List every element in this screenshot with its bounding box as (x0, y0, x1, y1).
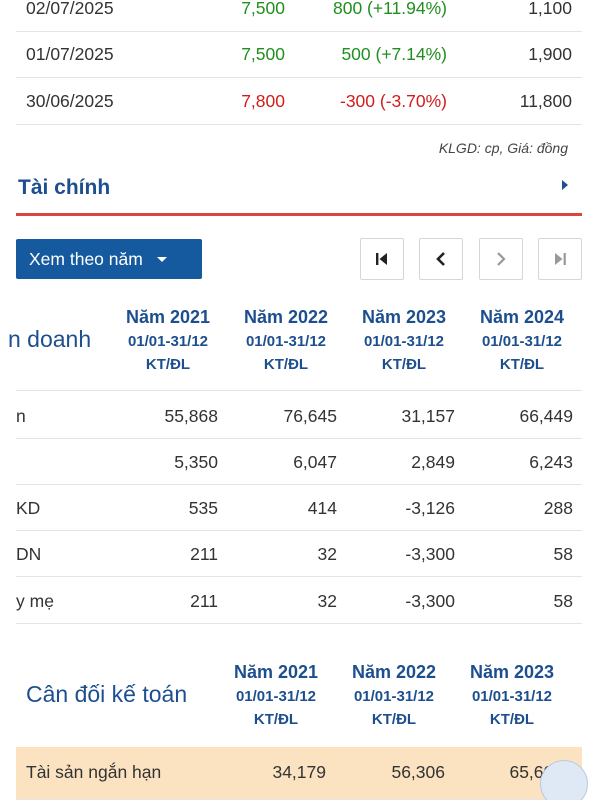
next-page-button[interactable] (479, 238, 523, 280)
close-price: 7,800 (241, 91, 285, 111)
column-period: 01/01-31/12 (235, 688, 317, 705)
table-cell: 32 (317, 544, 337, 564)
column-period: 01/01-31/12 (353, 688, 435, 705)
column-audit: KT/ĐL (371, 711, 417, 728)
close-price: 7,500 (241, 44, 285, 64)
table-cell: 211 (190, 544, 218, 564)
chevron-right-icon (497, 252, 506, 266)
trade-date: 02/07/2025 (26, 0, 114, 18)
table-cell: 6,243 (529, 452, 573, 472)
row-label: y mẹ (16, 591, 54, 611)
price-history-row: 02/07/2025 7,500 800 (+11.94%) 1,100 (16, 0, 582, 32)
column-audit: KT/ĐL (489, 711, 535, 728)
column-year: Năm 2023 (469, 662, 555, 682)
column-year: Năm 2024 (479, 307, 565, 327)
caret-down-icon (156, 256, 167, 262)
chevron-left-icon (436, 252, 445, 266)
column-audit: KT/ĐL (381, 356, 427, 373)
table-cell: -3,300 (405, 591, 455, 611)
first-page-button[interactable] (360, 238, 404, 280)
column-year: Năm 2022 (243, 307, 329, 327)
row-label: DN (16, 544, 42, 564)
last-page-icon (555, 253, 566, 265)
first-page-icon (376, 253, 387, 265)
finance-section-title[interactable]: Tài chính (18, 176, 111, 199)
last-page-button[interactable] (538, 238, 582, 280)
row-label: Tài sản ngắn hạn (26, 762, 162, 782)
table-divider (16, 390, 582, 391)
price-history-row: 30/06/2025 7,800 -300 (-3.70%) 11,800 (16, 79, 582, 125)
table-cell: -3,300 (405, 544, 455, 564)
trade-volume: 11,800 (519, 91, 572, 111)
table-cell: 55,868 (164, 406, 218, 426)
close-price: 7,500 (241, 0, 285, 18)
table-cell: 6,047 (293, 452, 337, 472)
table-row: y mẹ 211 32 -3,300 58 (16, 578, 582, 624)
column-year: Năm 2021 (233, 662, 319, 682)
table-cell: 58 (553, 544, 573, 564)
view-by-year-dropdown[interactable]: Xem theo năm (16, 239, 202, 279)
table-cell: 535 (188, 498, 218, 518)
table-cell: 414 (307, 498, 337, 518)
table-cell: 31,157 (401, 406, 455, 426)
year-column-header: Năm 2022 01/01-31/12 KT/ĐL (227, 307, 345, 373)
income-table-title: n doanh (8, 326, 92, 352)
chevron-right-icon[interactable] (562, 180, 568, 190)
column-audit: KT/ĐL (253, 711, 299, 728)
year-column-header: Năm 2023 01/01-31/12 KT/ĐL (345, 307, 463, 373)
row-label: KD (16, 498, 41, 518)
table-cell: 76,645 (283, 406, 337, 426)
year-column-header: Năm 2023 01/01-31/12 KT/ĐL (453, 662, 571, 728)
column-period: 01/01-31/12 (245, 333, 327, 350)
table-cell: 66,449 (519, 406, 573, 426)
column-audit: KT/ĐL (263, 356, 309, 373)
column-period: 01/01-31/12 (363, 333, 445, 350)
column-period: 01/01-31/12 (127, 333, 209, 350)
table-cell: 56,306 (391, 762, 445, 782)
price-change: 800 (+11.94%) (333, 0, 447, 18)
table-cell: 34,179 (272, 762, 326, 782)
column-audit: KT/ĐL (145, 356, 191, 373)
column-year: Năm 2023 (361, 307, 447, 327)
table-row: 5,350 6,047 2,849 6,243 (16, 439, 582, 485)
trade-volume: 1,100 (528, 0, 572, 18)
trade-date: 01/07/2025 (26, 44, 114, 64)
year-column-header: Năm 2022 01/01-31/12 KT/ĐL (335, 662, 453, 728)
table-cell: 5,350 (174, 452, 218, 472)
year-column-header: Năm 2021 01/01-31/12 KT/ĐL (109, 307, 227, 373)
year-column-header: Năm 2024 01/01-31/12 KT/ĐL (463, 307, 581, 373)
table-cell: 2,849 (411, 452, 455, 472)
table-cell: 58 (553, 591, 573, 611)
table-cell: 288 (543, 498, 573, 518)
table-cell: 32 (317, 591, 337, 611)
column-period: 01/01-31/12 (471, 688, 553, 705)
price-history-row: 01/07/2025 7,500 500 (+7.14%) 1,900 (16, 32, 582, 78)
table-row: n 55,868 76,645 31,157 66,449 (16, 393, 582, 439)
column-year: Năm 2022 (351, 662, 437, 682)
table-cell: 211 (190, 591, 218, 611)
row-label: n (16, 406, 26, 426)
table-row: Tài sản ngắn hạn 34,179 56,306 65,603 (16, 747, 582, 800)
price-change: 500 (+7.14%) (341, 44, 447, 64)
table-row: DN 211 32 -3,300 58 (16, 531, 582, 577)
view-by-year-label: Xem theo năm (29, 248, 143, 269)
column-period: 01/01-31/12 (481, 333, 563, 350)
column-audit: KT/ĐL (499, 356, 545, 373)
trade-date: 30/06/2025 (26, 91, 114, 111)
previous-page-button[interactable] (419, 238, 463, 280)
unit-note: KLGD: cp, Giá: đồng (438, 140, 568, 156)
table-cell: -3,126 (405, 498, 455, 518)
section-divider (16, 213, 582, 216)
trade-volume: 1,900 (528, 44, 572, 64)
price-change: -300 (-3.70%) (340, 91, 447, 111)
table-row: KD 535 414 -3,126 288 (16, 485, 582, 531)
year-column-header: Năm 2021 01/01-31/12 KT/ĐL (217, 662, 335, 728)
column-year: Năm 2021 (125, 307, 211, 327)
balance-table-title: Cân đối kế toán (26, 681, 188, 707)
chat-bubble-icon[interactable] (540, 760, 588, 800)
